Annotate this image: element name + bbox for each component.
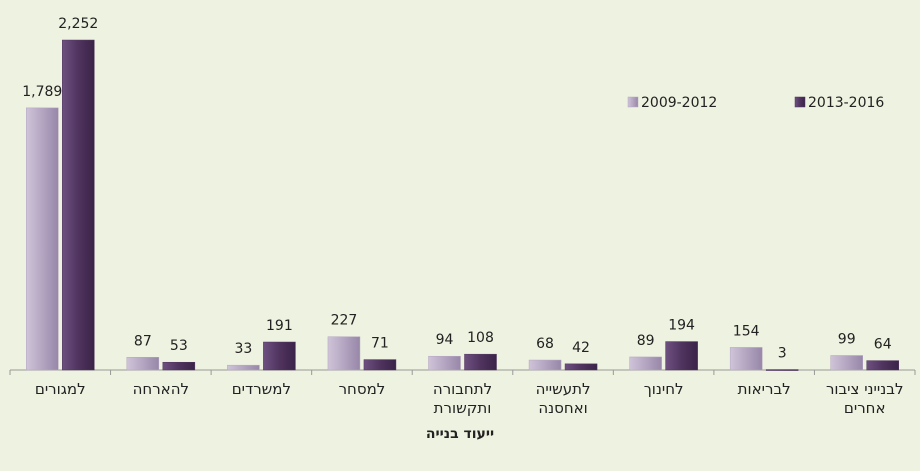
bar [765,369,799,371]
legend-label: 2009-2012 [641,95,717,111]
bar [564,363,598,371]
bar [528,359,562,371]
bar [629,356,662,371]
value-label: 99 [838,331,856,347]
legend-label: 2013-2016 [808,95,884,111]
bar [866,360,899,371]
value-label: 2,252 [58,16,98,32]
value-label: 227 [331,313,358,329]
bar [428,355,461,371]
value-label: 68 [536,336,554,352]
legend-swatch [627,96,639,108]
bar [363,359,397,371]
x-tick-label: למסחר [338,380,386,398]
value-label: 87 [134,333,152,349]
value-label: 89 [637,333,655,349]
value-label: 194 [668,318,695,334]
value-label: 42 [572,340,590,356]
bar [26,107,59,371]
value-label: 1,789 [22,84,62,100]
value-label: 33 [234,341,252,357]
value-label: 191 [266,318,293,334]
x-tick-label: למשרדים [231,380,292,398]
bar [327,336,361,371]
x-axis-label: ייעוד בנייה [425,426,495,442]
bar [263,341,296,371]
x-tick-label: לתחבורה ותקשורת [432,380,493,417]
x-tick-label: לחינוך [643,380,684,398]
legend-swatch [794,96,806,108]
value-label: 53 [170,338,188,354]
bar [162,361,196,371]
x-tick-label: לבריאות [737,380,791,398]
bar [126,357,160,371]
x-tick-label: למגורים [34,380,86,398]
value-label: 64 [874,337,892,353]
bar [464,353,497,371]
value-label: 94 [436,332,454,348]
bar [665,341,698,371]
x-tick-label: להארחה [132,380,190,398]
bar [227,364,260,371]
x-tick-label: לבנייני ציבור אחרים [825,380,904,417]
bar [830,355,863,371]
value-label: 154 [733,323,760,339]
bar [62,39,95,371]
value-label: 3 [778,346,787,362]
value-label: 71 [371,336,389,352]
value-label: 108 [467,330,494,346]
bar [729,347,763,371]
x-tick-label: לתעשייה ואחסנה [535,380,591,417]
